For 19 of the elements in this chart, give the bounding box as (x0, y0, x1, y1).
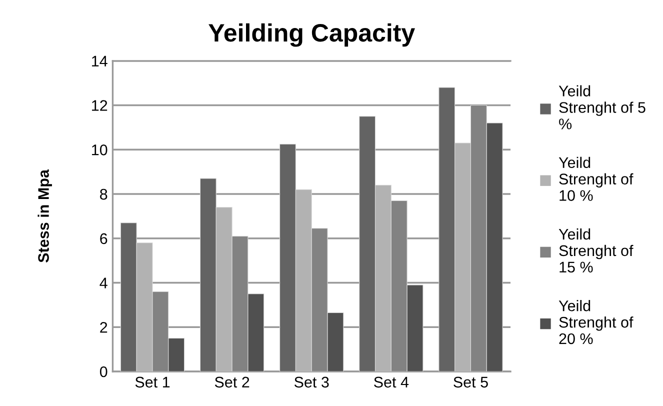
y-tick-label: 10 (92, 144, 108, 156)
y-tick-label: 2 (100, 322, 108, 333)
y-tick-label: 8 (100, 188, 108, 200)
y-tick-label: 0 (100, 366, 108, 378)
x-tick-label: Set 4 (374, 376, 409, 388)
y-tick-label: 14 (92, 56, 108, 66)
legend-label: Yeild Strenght of 20 % (558, 300, 634, 344)
chart-title: Yeilding Capacity (208, 23, 415, 47)
y-tick-label: 4 (100, 278, 108, 288)
legend-label: Yeild Strenght of 10 % (558, 156, 634, 201)
x-tick-label: Set 3 (294, 376, 329, 388)
y-axis-title: Stess in Mpa (38, 169, 52, 262)
x-tick-label: Set 1 (135, 376, 170, 388)
y-tick-label: 6 (100, 233, 108, 244)
legend-label: Yeild Strenght of 15 % (558, 228, 634, 273)
x-tick-label: Set 2 (214, 376, 250, 388)
legend-label: Yeild Strenght of 5 % (558, 85, 646, 130)
y-tick-label: 12 (92, 100, 108, 111)
x-tick-label: Set 5 (454, 376, 488, 388)
